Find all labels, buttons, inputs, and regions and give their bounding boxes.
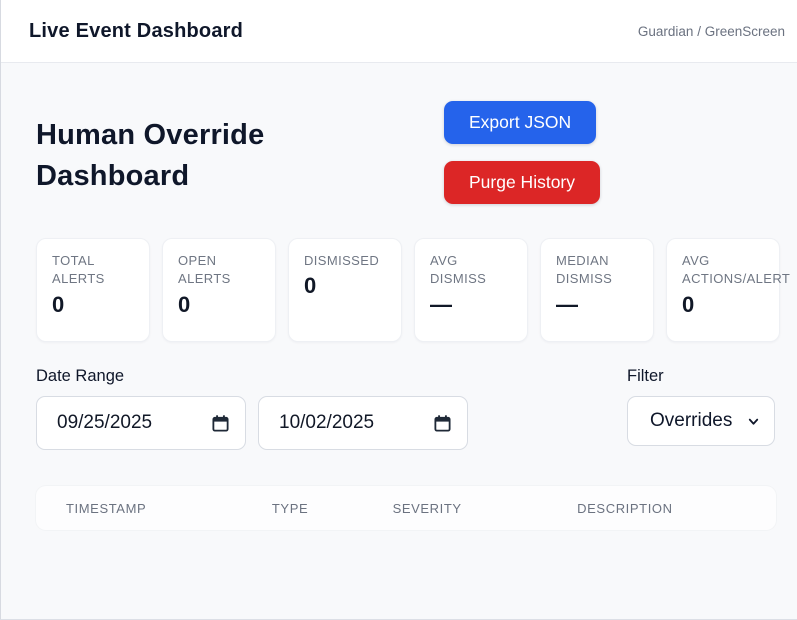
stat-label: TOTAL ALERTS: [52, 253, 105, 287]
stat-card-avg-actions-per-alert: AVG ACTIONS/ALERT 0: [666, 238, 791, 342]
stat-card-dismissed: DISMISSED 0: [288, 238, 402, 342]
stats-row: TOTAL ALERTS 0 OPEN ALERTS 0 DISMISSED 0…: [36, 238, 790, 342]
filter-label: Filter: [627, 367, 664, 385]
column-header-description: DESCRIPTION: [577, 500, 673, 516]
stat-card-avg-dismiss: AVG DISMISS —: [414, 238, 528, 342]
filter-select[interactable]: Overrides: [627, 396, 775, 446]
calendar-icon[interactable]: [211, 414, 230, 433]
main-content: Human Override Dashboard Export JSON Pur…: [1, 101, 797, 530]
chevron-down-icon: [746, 414, 761, 429]
column-header-severity: SEVERITY: [392, 500, 462, 516]
date-range-label: Date Range: [36, 367, 125, 385]
filter-group: Filter Overrides: [627, 367, 775, 446]
calendar-icon[interactable]: [433, 414, 452, 433]
app-title: Live Event Dashboard: [29, 19, 244, 42]
stat-value: 0: [304, 273, 317, 299]
stat-card-median-dismiss: MEDIAN DISMISS —: [540, 238, 654, 342]
filter-selected-value: Overrides: [650, 410, 733, 431]
top-bar: Live Event Dashboard Guardian / GreenScr…: [1, 0, 797, 63]
stat-card-open-alerts: OPEN ALERTS 0: [162, 238, 276, 342]
date-to-value: 10/02/2025: [279, 412, 375, 433]
date-range-group: Date Range 09/25/2025 10/02/2025: [36, 367, 468, 450]
date-inputs: 09/25/2025 10/02/2025: [36, 396, 468, 450]
stat-value: —: [430, 291, 452, 317]
alerts-table-header: TIMESTAMP TYPE SEVERITY DESCRIPTION: [36, 486, 776, 530]
page-title: Human Override Dashboard: [36, 119, 265, 193]
stat-value: —: [556, 291, 578, 317]
column-header-type: TYPE: [271, 500, 309, 516]
stat-label: DISMISSED: [304, 253, 380, 268]
hero-section: Human Override Dashboard Export JSON Pur…: [36, 101, 775, 204]
date-from-value: 09/25/2025: [57, 412, 153, 433]
stat-label: AVG ACTIONS/ALERT: [682, 253, 791, 287]
stat-label: AVG DISMISS: [430, 253, 487, 287]
purge-history-button[interactable]: Purge History: [444, 161, 601, 204]
controls-row: Date Range 09/25/2025 10/02/2025: [36, 367, 775, 450]
stat-label: MEDIAN DISMISS: [556, 253, 613, 287]
stat-card-total-alerts: TOTAL ALERTS 0: [36, 238, 150, 342]
export-json-button[interactable]: Export JSON: [444, 101, 597, 144]
date-from-input[interactable]: 09/25/2025: [36, 396, 246, 450]
stat-value: 0: [178, 291, 191, 317]
date-to-input[interactable]: 10/02/2025: [258, 396, 468, 450]
stat-value: 0: [682, 291, 695, 317]
breadcrumb: Guardian / GreenScreen: [637, 23, 785, 39]
stat-value: 0: [52, 291, 65, 317]
hero-actions: Export JSON Purge History: [444, 101, 601, 204]
stat-label: OPEN ALERTS: [178, 253, 231, 287]
column-header-timestamp: TIMESTAMP: [66, 500, 147, 516]
